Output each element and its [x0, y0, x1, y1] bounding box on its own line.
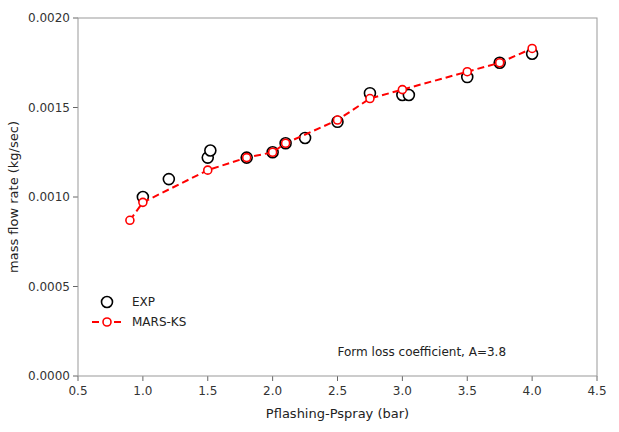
series-line [130, 48, 532, 220]
legend: EXP MARS-KS [92, 295, 186, 329]
y-tick-label: 0.0010 [28, 190, 70, 204]
y-tick [73, 18, 78, 19]
x-tick [337, 376, 338, 381]
data-point [241, 152, 252, 163]
x-tick-label: 3.0 [393, 384, 412, 398]
x-tick [467, 376, 468, 381]
x-tick [207, 376, 208, 381]
x-tick-label: 4.0 [523, 384, 542, 398]
data-point [204, 166, 212, 174]
series-1 [126, 44, 536, 224]
x-tick [597, 376, 598, 381]
data-point [332, 116, 343, 127]
y-tick [73, 376, 78, 377]
legend-label: EXP [132, 295, 155, 309]
x-tick-label: 2.0 [263, 384, 282, 398]
data-point [334, 116, 342, 124]
data-point [126, 216, 134, 224]
data-point [280, 138, 291, 149]
legend-marker [103, 318, 111, 326]
x-tick-label: 0.5 [68, 384, 87, 398]
x-tick [402, 376, 403, 381]
x-tick [142, 376, 143, 381]
data-point [139, 198, 147, 206]
legend-marker [102, 297, 113, 308]
y-tick-label: 0.0015 [28, 101, 70, 115]
data-point [243, 154, 251, 162]
y-tick [73, 107, 78, 108]
y-tick [73, 197, 78, 198]
series-0 [137, 48, 537, 202]
axes: 0.5 1.0 1.5 2.0 2.5 3.0 3.5 4.0 4.5 0.0000 0.0005 0… [28, 11, 607, 398]
x-tick-label: 1.0 [133, 384, 152, 398]
x-tick [532, 376, 533, 381]
data-point [163, 174, 174, 185]
x-tick [78, 376, 79, 381]
x-axis-label: Pflashing-Pspray (bar) [266, 406, 409, 421]
y-tick-label: 0.0000 [28, 369, 70, 383]
y-tick [73, 286, 78, 287]
data-point [496, 59, 504, 67]
data-point [494, 57, 505, 68]
data-point [205, 145, 216, 156]
data-point [398, 86, 406, 94]
legend-label: MARS-KS [132, 315, 186, 329]
data-point [366, 95, 374, 103]
y-tick-label: 0.0020 [28, 11, 70, 25]
data-layer [126, 44, 538, 224]
y-axis-label: mass flow rate (kg/sec) [6, 121, 21, 273]
chart-svg: 0.5 1.0 1.5 2.0 2.5 3.0 3.5 4.0 4.5 0.0000 0.0005 0… [0, 0, 619, 432]
data-point [463, 68, 471, 76]
data-point [282, 139, 290, 147]
x-tick [272, 376, 273, 381]
x-tick-label: 1.5 [198, 384, 217, 398]
annotation: Form loss coefficient, A=3.8 [338, 345, 507, 359]
y-tick-label: 0.0005 [28, 280, 70, 294]
x-tick-label: 4.5 [587, 384, 606, 398]
plot-frame [78, 18, 597, 376]
data-point [528, 44, 536, 52]
x-tick-label: 2.5 [328, 384, 347, 398]
x-tick-label: 3.5 [458, 384, 477, 398]
chart-container: 0.5 1.0 1.5 2.0 2.5 3.0 3.5 4.0 4.5 0.0000 0.0005 0… [0, 0, 619, 432]
data-point [269, 148, 277, 156]
